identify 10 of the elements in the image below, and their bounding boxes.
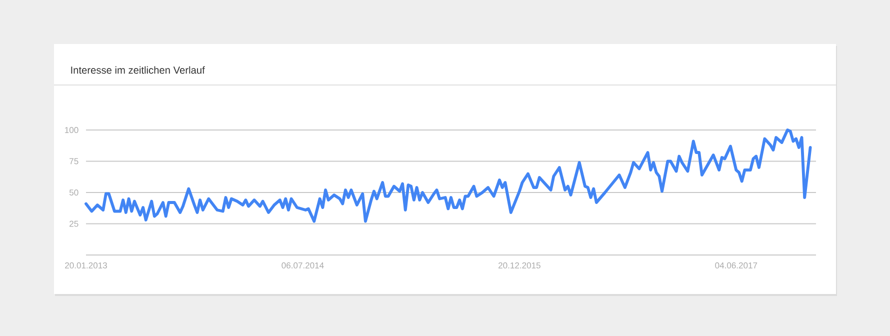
line-series	[84, 128, 812, 223]
y-tick-label: 75	[70, 158, 78, 164]
y-tick-label: 50	[69, 189, 78, 196]
x-tick-label: 20.01.2013	[65, 262, 107, 268]
x-tick-label: 20.12.2015	[498, 262, 540, 268]
x-tick-label: 04.06.2017	[715, 262, 758, 268]
y-tick-label: 100	[65, 126, 78, 134]
x-tick-label: 06.07.2014	[282, 262, 324, 268]
y-tick-label: 25	[70, 220, 78, 227]
chart-title: Interesse im zeitlichen Verlauf	[71, 66, 205, 74]
